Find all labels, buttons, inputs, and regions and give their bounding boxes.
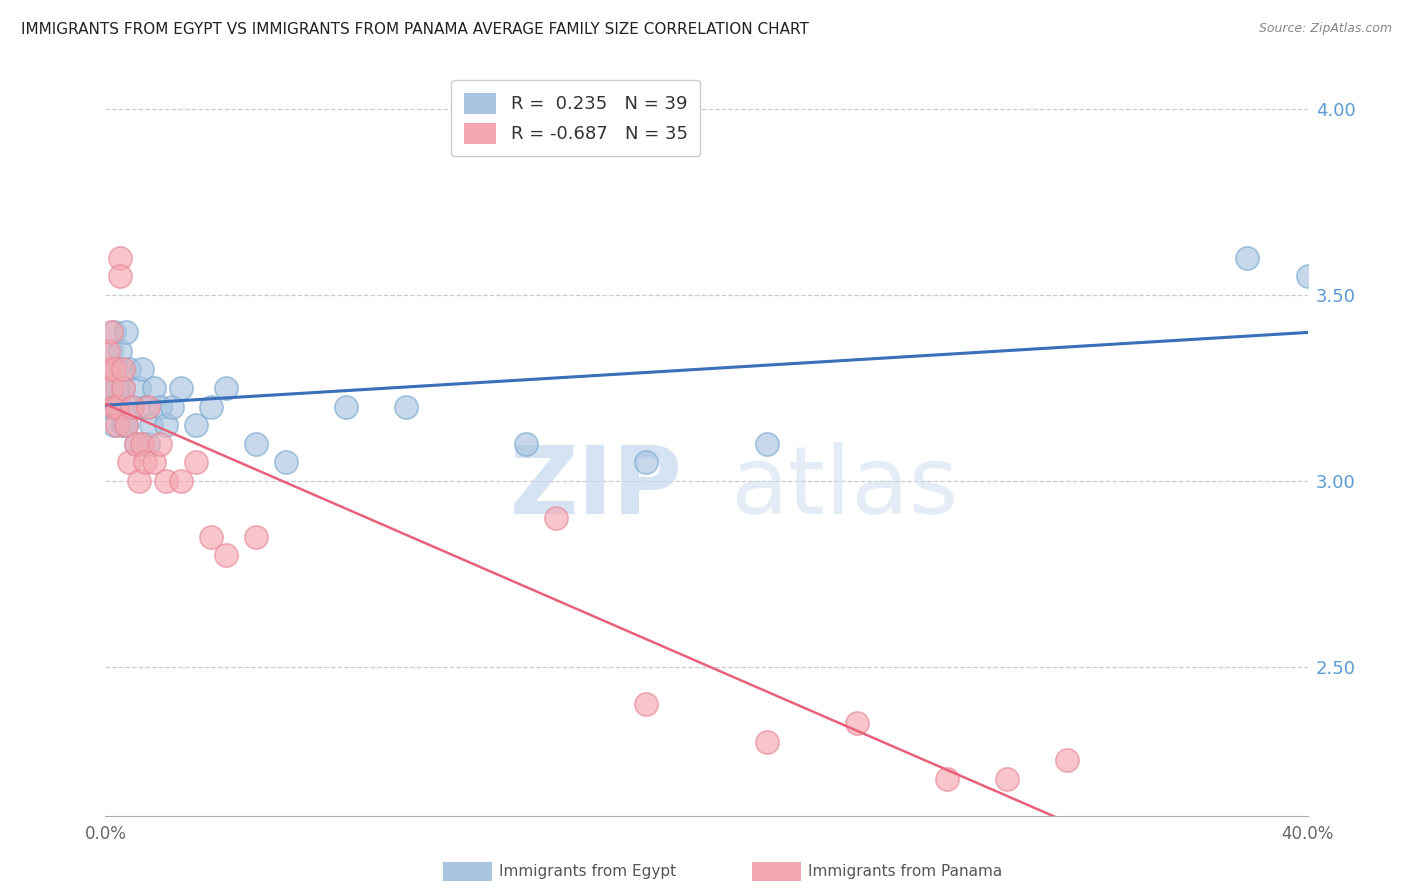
Point bbox=[134, 400, 156, 414]
Point bbox=[107, 381, 129, 395]
Point bbox=[136, 437, 159, 451]
Point bbox=[845, 716, 868, 731]
Point bbox=[636, 698, 658, 712]
Point bbox=[118, 362, 141, 376]
Point bbox=[936, 772, 959, 786]
Point bbox=[115, 418, 138, 433]
Point bbox=[121, 400, 143, 414]
Point bbox=[112, 381, 135, 395]
Point bbox=[107, 400, 129, 414]
Point bbox=[112, 381, 135, 395]
Point bbox=[148, 437, 170, 451]
Point bbox=[103, 325, 125, 339]
Point bbox=[155, 418, 177, 433]
Point bbox=[97, 362, 120, 376]
Point bbox=[100, 325, 122, 339]
Point bbox=[103, 362, 125, 376]
Point bbox=[110, 400, 132, 414]
Point bbox=[245, 437, 267, 451]
Text: Immigrants from Egypt: Immigrants from Egypt bbox=[499, 864, 676, 879]
Point bbox=[128, 381, 150, 395]
Point bbox=[97, 362, 120, 376]
Point bbox=[395, 400, 418, 414]
Point bbox=[100, 381, 122, 395]
Point bbox=[97, 343, 120, 358]
Text: IMMIGRANTS FROM EGYPT VS IMMIGRANTS FROM PANAMA AVERAGE FAMILY SIZE CORRELATION : IMMIGRANTS FROM EGYPT VS IMMIGRANTS FROM… bbox=[21, 22, 808, 37]
Point bbox=[274, 455, 297, 469]
Text: Source: ZipAtlas.com: Source: ZipAtlas.com bbox=[1258, 22, 1392, 36]
Point bbox=[1296, 269, 1319, 284]
Point bbox=[131, 362, 153, 376]
Point bbox=[335, 400, 357, 414]
Point bbox=[214, 549, 236, 563]
Point bbox=[995, 772, 1018, 786]
Point bbox=[214, 381, 236, 395]
Point bbox=[100, 343, 122, 358]
Text: ZIP: ZIP bbox=[509, 442, 682, 534]
Point bbox=[169, 474, 191, 488]
Point bbox=[124, 437, 146, 451]
Point bbox=[110, 343, 132, 358]
Point bbox=[103, 400, 125, 414]
Point bbox=[142, 381, 165, 395]
Point bbox=[103, 418, 125, 433]
Point bbox=[112, 362, 135, 376]
Point bbox=[200, 530, 222, 544]
Point bbox=[169, 381, 191, 395]
Point bbox=[546, 511, 568, 525]
Point bbox=[184, 455, 207, 469]
Point bbox=[155, 474, 177, 488]
Point bbox=[160, 400, 183, 414]
Point bbox=[1056, 753, 1078, 767]
Point bbox=[110, 269, 132, 284]
Point bbox=[124, 437, 146, 451]
Point bbox=[636, 455, 658, 469]
Point bbox=[1236, 251, 1258, 265]
Point bbox=[118, 455, 141, 469]
Text: Immigrants from Panama: Immigrants from Panama bbox=[808, 864, 1002, 879]
Point bbox=[139, 418, 162, 433]
Point bbox=[134, 455, 156, 469]
Point bbox=[115, 418, 138, 433]
Point bbox=[148, 400, 170, 414]
Point bbox=[200, 400, 222, 414]
Point bbox=[755, 437, 778, 451]
Point bbox=[121, 400, 143, 414]
Point bbox=[107, 362, 129, 376]
Point bbox=[110, 251, 132, 265]
Point bbox=[136, 400, 159, 414]
Point bbox=[97, 381, 120, 395]
Point bbox=[245, 530, 267, 544]
Point bbox=[107, 418, 129, 433]
Legend: R =  0.235   N = 39, R = -0.687   N = 35: R = 0.235 N = 39, R = -0.687 N = 35 bbox=[451, 80, 700, 156]
Point bbox=[184, 418, 207, 433]
Point bbox=[115, 325, 138, 339]
Point bbox=[142, 455, 165, 469]
Text: atlas: atlas bbox=[731, 442, 959, 534]
Point bbox=[515, 437, 537, 451]
Point bbox=[112, 418, 135, 433]
Point bbox=[128, 474, 150, 488]
Point bbox=[100, 400, 122, 414]
Point bbox=[131, 437, 153, 451]
Point bbox=[755, 735, 778, 749]
